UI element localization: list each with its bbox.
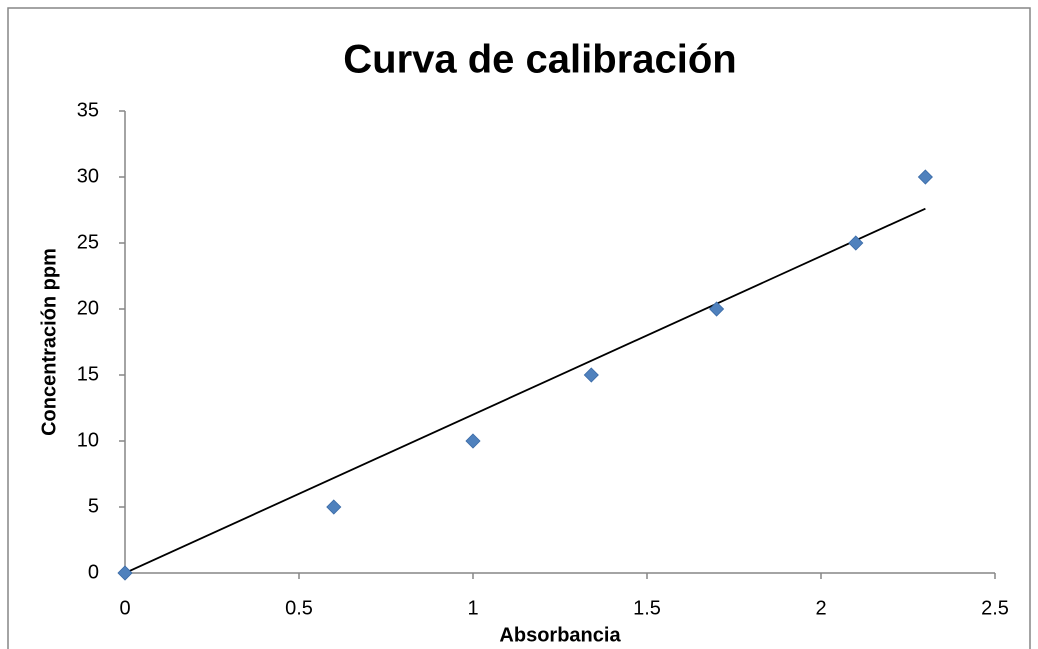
data-point <box>709 301 725 317</box>
x-tick-label: 0.5 <box>285 597 313 619</box>
x-axis-label: Absorbancia <box>499 624 621 646</box>
x-tick-label: 0 <box>119 597 130 619</box>
y-tick-label: 35 <box>77 99 99 121</box>
y-tick-label: 30 <box>77 165 99 187</box>
x-tick-label: 1 <box>467 597 478 619</box>
data-point <box>583 367 599 383</box>
chart-frame <box>7 7 1031 649</box>
data-point <box>117 565 133 581</box>
chart-title: Curva de calibración <box>343 38 736 82</box>
y-tick-label: 5 <box>88 495 99 517</box>
data-point <box>848 235 864 251</box>
y-tick-label: 20 <box>77 297 99 319</box>
y-tick-label: 0 <box>88 561 99 583</box>
data-point <box>465 433 481 449</box>
x-tick-label: 2 <box>815 597 826 619</box>
data-point <box>326 499 342 515</box>
y-tick-label: 10 <box>77 429 99 451</box>
x-tick-label: 2.5 <box>981 597 1009 619</box>
trendline <box>124 207 926 574</box>
y-tick-label: 15 <box>77 363 99 385</box>
x-tick-label: 1.5 <box>633 597 661 619</box>
data-point <box>917 169 933 185</box>
y-tick-label: 25 <box>77 231 99 253</box>
y-axis-label: Concentración ppm <box>38 248 60 436</box>
